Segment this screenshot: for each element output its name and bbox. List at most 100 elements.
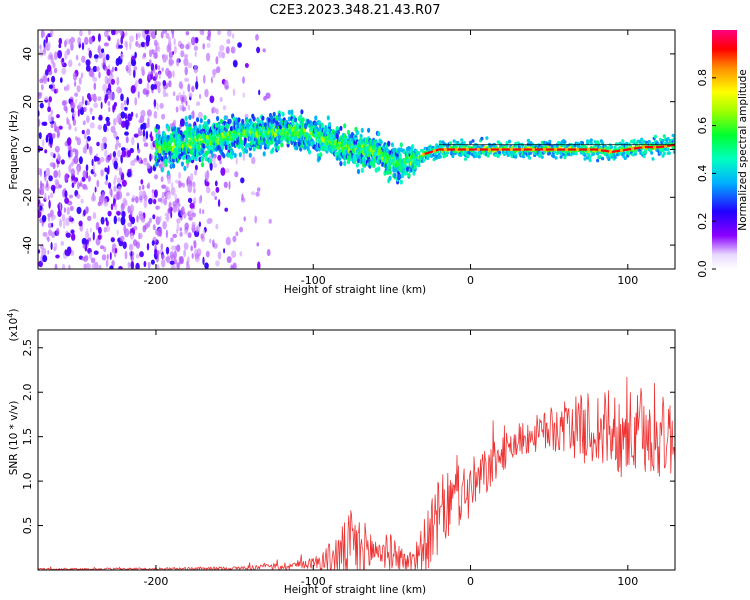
spectrogram-ridge-blob (397, 148, 401, 155)
spectrogram-noise-blob (102, 57, 106, 66)
spectrogram-noise-blob (133, 133, 139, 138)
spectrogram-noise-blob (181, 106, 187, 112)
spectrogram-noise-blob (122, 197, 127, 206)
spectrogram-noise-blob (183, 57, 189, 67)
spectrogram-noise-blob (84, 100, 88, 106)
spectrogram-noise-blob (97, 160, 101, 165)
spectrogram-noise-blob (109, 187, 113, 196)
spectrogram-noise-blob (94, 186, 97, 193)
spectrogram-ridge-blob (188, 126, 192, 132)
spectrogram-noise-blob (162, 30, 168, 34)
spectrogram-noise-blob (194, 253, 200, 260)
spectrogram-noise-blob (215, 56, 219, 65)
spectrogram-noise-blob (168, 51, 173, 59)
spectrogram-noise-blob (232, 60, 238, 68)
spectrogram-noise-blob (194, 164, 198, 171)
spectrogram-ridge-blob (672, 137, 675, 141)
spectrogram-noise-blob (258, 89, 261, 96)
spectrogram-peak-dot (520, 147, 525, 152)
spectrogram-noise-blob (89, 147, 93, 156)
spectrogram-noise-blob (150, 259, 155, 265)
spectrogram-noise-blob (126, 96, 129, 106)
spectrogram-ridge-blob (398, 173, 402, 180)
spectrogram-ridge-blob (650, 151, 654, 155)
spectrogram-ridge-blob (589, 138, 593, 142)
spectrogram-ridge-blob (202, 143, 206, 149)
spectrogram-noise-blob (47, 77, 50, 82)
spectrogram-ridge-blob (485, 136, 489, 140)
spectrogram-noise-blob (242, 76, 245, 84)
spectrogram-ridge-blob (184, 115, 188, 122)
spectrogram-noise-blob (101, 48, 105, 54)
spectrogram-noise-blob (143, 160, 149, 166)
spectrogram-ridge-blob (540, 140, 544, 145)
spectrogram-noise-blob (171, 182, 174, 188)
spectrogram-noise-blob (109, 251, 112, 261)
snr-frame (37, 329, 676, 571)
spectrogram-noise-blob (103, 246, 107, 253)
spectrogram-noise-blob (188, 92, 193, 98)
spectrogram-noise-blob (153, 99, 157, 108)
spectrogram-ridge-blob (343, 123, 347, 129)
spectrogram-noise-blob (94, 156, 100, 162)
spectrogram-noise-blob (159, 215, 162, 222)
spectrogram-noise-blob (119, 30, 123, 37)
spectrogram-ridge-blob (209, 145, 213, 151)
spectrogram-noise-blob (48, 84, 54, 89)
spectrogram-noise-blob (153, 111, 158, 119)
spectrogram-noise-blob (153, 198, 157, 205)
spectrogram-noise-blob (106, 30, 111, 33)
spectrogram-ridge-blob (666, 137, 670, 141)
spectrogram-peak-dot (586, 147, 591, 152)
colorbar-label: Normalized spectral amplitude (737, 69, 749, 230)
spectrogram-noise-blob (184, 66, 188, 76)
spectrogram-ridge-blob (241, 118, 245, 125)
spectrogram-ridge-blob (514, 155, 518, 159)
spectrogram-noise-blob (156, 81, 162, 88)
spectrogram-ridge-blob (199, 118, 203, 124)
snr-panel: -200 -100 0 100 0.5 1.0 1.5 2.0 2.5 Height of st… (6, 309, 676, 596)
spectrogram-noise-blob (124, 131, 129, 136)
spectrogram-noise-blob (101, 254, 107, 261)
spectrogram-ridge-blob (533, 151, 537, 156)
spectrogram-noise-blob (61, 61, 64, 66)
spectrogram-noise-blob (53, 170, 59, 179)
spectrogram-noise-blob (206, 52, 211, 62)
spectrogram-ridge-blob (505, 141, 509, 145)
spectrogram-noise-blob (78, 156, 83, 165)
snr-x-tick-label: -200 (143, 575, 168, 588)
spectrogram-noise-blob (145, 130, 149, 140)
spectrogram-noise-blob (60, 241, 65, 246)
spectrogram-y-tick-label: 20 (21, 95, 34, 109)
spectrogram-noise-blob (160, 31, 164, 39)
spectrogram-peak-dot (597, 148, 602, 152)
spectrogram-noise-blob (108, 106, 111, 112)
spectrogram-noise-blob (179, 104, 183, 111)
spectrogram-ridge-blob (206, 138, 210, 144)
spectrogram-noise-blob (143, 260, 147, 268)
spectrogram-noise-blob (92, 212, 97, 219)
spectrogram-noise-blob (223, 79, 229, 89)
spectrogram-noise-blob (47, 195, 50, 200)
spectrogram-noise-blob (135, 253, 140, 259)
spectrogram-ridge-blob (554, 156, 558, 160)
spectrogram-noise-blob (205, 250, 210, 258)
spectrogram-ridge-blob (190, 148, 195, 154)
spectrogram-noise-blob (78, 220, 83, 227)
spectrogram-ridge-blob (211, 152, 215, 158)
spectrogram-noise-blob (198, 196, 202, 204)
spectrogram-noise-blob (120, 216, 126, 226)
snr-y-tick-label: 0.5 (21, 517, 34, 535)
spectrogram-ridge-blob (340, 138, 344, 144)
spectrogram-noise-blob (106, 120, 111, 127)
spectrogram-noise-blob (64, 40, 67, 48)
spectrogram-noise-blob (98, 226, 102, 235)
spectrogram-noise-blob (41, 247, 47, 257)
spectrogram-ridge-blob (222, 153, 226, 159)
spectrogram-noise-blob (157, 228, 160, 237)
spectrogram-noise-blob (190, 172, 194, 182)
spectrogram-noise-blob (113, 185, 117, 192)
spectrogram-ridge-blob (203, 121, 207, 127)
spectrogram-noise-blob (235, 231, 239, 237)
